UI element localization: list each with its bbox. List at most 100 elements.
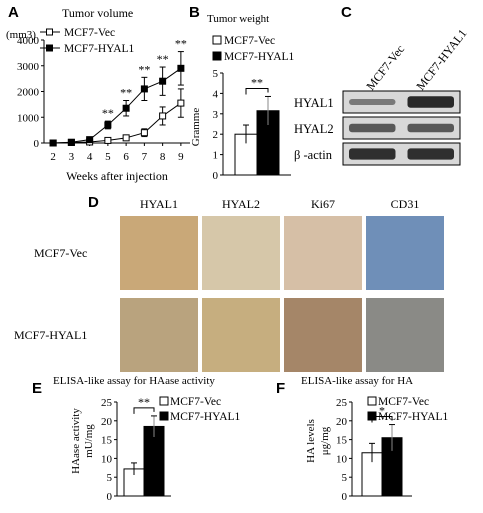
x-tick-label: 9 bbox=[178, 151, 184, 163]
blot-band bbox=[407, 148, 454, 160]
ihc-row-label: MCF7-HYAL1 bbox=[14, 328, 87, 342]
ihc-image-tile bbox=[284, 298, 362, 372]
significance-bracket bbox=[133, 407, 155, 414]
panel-a-axis-ticks: 0 1000 2000 3000 4000 2 3 4 5 6 7 8 9 bbox=[17, 35, 190, 163]
data-point bbox=[67, 138, 75, 146]
panel-e-y-label: HAase activity bbox=[70, 408, 82, 474]
panel-c-blot-rows: HYAL1 HYAL2 β -actin bbox=[294, 90, 461, 166]
significance-bracket bbox=[371, 416, 393, 423]
y-tick-label: 0 bbox=[342, 491, 348, 503]
x-tick-label: 5 bbox=[105, 151, 111, 163]
panel-b-legend: MCF7-Vec MCF7-HYAL1 bbox=[212, 35, 295, 63]
legend-swatch-vec bbox=[367, 396, 377, 406]
legend-label-vec: MCF7-Vec bbox=[224, 35, 275, 47]
legend-swatch-vec bbox=[159, 396, 169, 406]
y-tick-label: 0 bbox=[34, 138, 40, 150]
y-tick-label: 0 bbox=[213, 170, 219, 182]
significance-mark: ** bbox=[138, 62, 150, 76]
panel-c-western-blot: C MCF7-Vec MCF7-HYAL1 HYAL1 HYAL2 β -actin bbox=[294, 4, 470, 166]
legend-label-hyal1: MCF7-HYAL1 bbox=[378, 411, 449, 423]
legend-marker-vec bbox=[46, 28, 53, 36]
data-point bbox=[177, 99, 185, 107]
legend-label-vec: MCF7-Vec bbox=[170, 396, 221, 408]
data-point bbox=[159, 77, 167, 85]
y-tick-label: 2 bbox=[213, 129, 219, 141]
ihc-row-label: MCF7-Vec bbox=[34, 246, 87, 260]
significance-mark: ** bbox=[120, 86, 132, 100]
x-tick-label: 2 bbox=[50, 151, 56, 163]
significance-mark: ** bbox=[175, 37, 187, 51]
y-tick-label: 20 bbox=[336, 416, 348, 428]
data-point bbox=[140, 85, 148, 93]
panel-e-bar-chart: E ELISA-like assay for HAase activity HA… bbox=[32, 375, 241, 503]
blot-strip bbox=[342, 116, 461, 140]
y-tick-label: 25 bbox=[101, 397, 113, 409]
y-tick-label: 4 bbox=[213, 88, 219, 100]
y-tick-label: 2000 bbox=[17, 87, 40, 99]
panel-f-legend: MCF7-Vec MCF7-HYAL1 bbox=[367, 396, 449, 423]
ihc-image-tile bbox=[366, 216, 444, 290]
blot-band bbox=[349, 148, 396, 160]
y-tick-label: 20 bbox=[101, 416, 113, 428]
blot-lane-label-vec: MCF7-Vec bbox=[363, 42, 407, 93]
panel-a-y-unit: (mm3) bbox=[6, 29, 36, 41]
legend-swatch-hyal1 bbox=[212, 51, 222, 61]
y-tick-label: 5 bbox=[342, 472, 348, 484]
x-tick-label: 8 bbox=[160, 151, 166, 163]
panel-e-title: ELISA-like assay for HAase activity bbox=[53, 375, 215, 387]
data-point bbox=[122, 134, 130, 142]
data-point bbox=[159, 112, 167, 120]
legend-label-vec: MCF7-Vec bbox=[378, 396, 429, 408]
significance-mark: ** bbox=[157, 52, 169, 66]
x-tick-label: 7 bbox=[142, 151, 148, 163]
significance-bracket bbox=[245, 87, 269, 95]
panel-d-ihc-grid: D HYAL1 HYAL2 Ki67 CD31 MCF7-Vec MCF7-HYAL1 bbox=[14, 194, 444, 372]
panel-f-title: ELISA-like assay for HA bbox=[301, 375, 413, 387]
ihc-image-tile bbox=[120, 298, 198, 372]
y-tick-label: 25 bbox=[336, 397, 348, 409]
ihc-column-label: HYAL2 bbox=[222, 197, 260, 211]
legend-swatch-vec bbox=[212, 35, 222, 45]
y-tick-label: 15 bbox=[336, 435, 348, 447]
panel-e-letter: E bbox=[32, 380, 42, 397]
blot-row-label: β -actin bbox=[294, 148, 333, 162]
x-tick-label: 4 bbox=[87, 151, 93, 163]
significance-mark: ** bbox=[102, 106, 114, 120]
panel-a-legend: MCF7-Vec MCF7-HYAL1 bbox=[40, 27, 135, 55]
ihc-image-tile bbox=[284, 216, 362, 290]
x-tick-label: 6 bbox=[123, 151, 129, 163]
y-tick-label: 3 bbox=[213, 109, 219, 121]
y-tick-label: 1 bbox=[213, 150, 219, 162]
panel-b-letter: B bbox=[189, 4, 200, 21]
ihc-image-tile bbox=[202, 216, 280, 290]
y-tick-label: 4000 bbox=[17, 35, 40, 47]
series-line-0 bbox=[53, 102, 182, 144]
panel-a-title: Tumor volume bbox=[62, 6, 133, 20]
significance-mark: ** bbox=[251, 75, 263, 89]
blot-row-label: HYAL2 bbox=[294, 122, 334, 136]
panel-f-plot: 0 5 10 15 20 25 * bbox=[336, 397, 412, 503]
legend-label-hyal1: MCF7-HYAL1 bbox=[64, 43, 135, 55]
blot-band bbox=[407, 96, 454, 108]
panel-d-tiles: HYAL1 HYAL2 Ki67 CD31 MCF7-Vec MCF7-HYAL1 bbox=[14, 197, 444, 372]
panel-a-x-label: Weeks after injection bbox=[66, 169, 168, 183]
y-tick-label: 10 bbox=[101, 453, 113, 465]
legend-label-hyal1: MCF7-HYAL1 bbox=[170, 411, 241, 423]
panel-b-y-label: Gramme bbox=[190, 108, 202, 147]
data-point bbox=[177, 64, 185, 72]
significance-mark: ** bbox=[138, 395, 150, 409]
blot-band bbox=[349, 123, 396, 133]
legend-marker-hyal1 bbox=[46, 44, 53, 52]
y-tick-label: 5 bbox=[213, 68, 219, 80]
panel-e-y-unit: mU/mg bbox=[83, 424, 95, 458]
data-point bbox=[86, 136, 94, 144]
blot-lane-label-hyal1: MCF7-HYAL1 bbox=[413, 26, 469, 92]
legend-label-hyal1: MCF7-HYAL1 bbox=[224, 51, 295, 63]
panel-a-line-chart: A Tumor volume (mm3) 0 1000 2000 3000 4000 2 3… bbox=[6, 4, 190, 183]
panel-f-y-label: HA levels bbox=[305, 419, 317, 463]
data-point bbox=[104, 136, 112, 144]
panel-f-bar-chart: F ELISA-like assay for HA HA levels μg/m… bbox=[276, 375, 449, 503]
panel-d-letter: D bbox=[88, 194, 99, 211]
data-point bbox=[49, 139, 57, 147]
blot-band bbox=[407, 123, 454, 133]
